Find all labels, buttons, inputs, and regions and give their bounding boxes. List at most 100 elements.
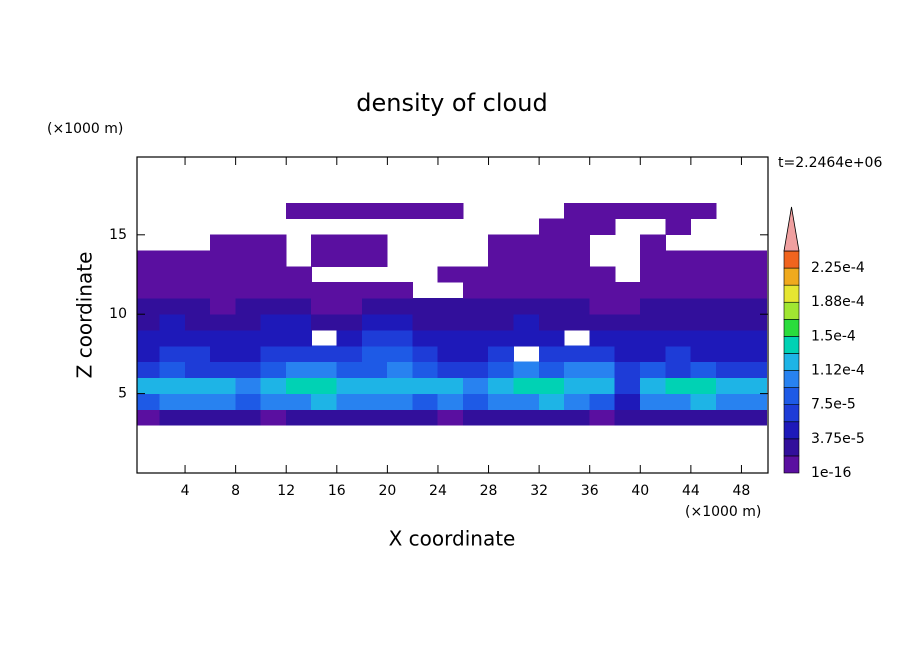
contour-cell: [235, 409, 262, 426]
contour-cell: [513, 409, 540, 426]
contour-cell: [715, 409, 742, 426]
x-tick-label: 12: [277, 483, 295, 499]
contour-cell: [260, 409, 287, 426]
contour-cell: [210, 298, 236, 315]
contour-cell: [285, 409, 312, 426]
contour-cell: [462, 266, 489, 283]
contour-cell: [361, 377, 388, 394]
contour-cell: [690, 409, 717, 426]
contour-cell: [665, 313, 692, 331]
contour-cell: [513, 234, 540, 251]
contour-cell: [639, 266, 666, 283]
contour-cell: [235, 329, 262, 347]
contour-cell: [614, 361, 641, 379]
contour-cell: [184, 250, 211, 267]
contour-cell: [336, 393, 363, 410]
contour-cell: [311, 361, 338, 379]
contour-cell: [690, 345, 717, 363]
contour-cell: [639, 329, 666, 347]
contour-cell: [690, 393, 717, 410]
contour-cell: [311, 282, 338, 299]
contour-cell: [412, 202, 439, 220]
contour-cell: [137, 393, 161, 410]
contour-cell: [412, 345, 439, 363]
contour-cell: [210, 345, 236, 363]
contour-cell: [184, 329, 211, 347]
x-axis-title: X coordinate: [389, 527, 516, 551]
contour-field: [137, 202, 768, 426]
contour-cell: [614, 282, 641, 299]
contour-cell: [564, 250, 591, 267]
contour-cell: [614, 409, 641, 426]
contour-cell: [387, 298, 413, 315]
contour-cell: [665, 282, 692, 299]
x-tick-label: 4: [181, 483, 190, 499]
colorbar-label: 2.25e-4: [811, 260, 865, 276]
contour-cell: [437, 345, 464, 363]
contour-cell: [235, 266, 262, 283]
contour-cell: [564, 313, 591, 331]
contour-cell: [665, 409, 692, 426]
contour-cell: [336, 282, 363, 299]
contour-cell: [159, 313, 186, 331]
contour-cell: [137, 409, 161, 426]
contour-cell: [589, 298, 616, 315]
contour-cell: [538, 218, 565, 236]
contour-cell: [437, 409, 464, 426]
contour-cell: [311, 313, 338, 331]
contour-cell: [260, 266, 287, 283]
contour-cell: [285, 345, 312, 363]
contour-cell: [741, 393, 768, 410]
x-tick-label: 16: [328, 483, 346, 499]
contour-cell: [614, 393, 641, 410]
contour-cell: [387, 202, 413, 220]
contour-cell: [311, 234, 338, 251]
chart-title: density of cloud: [356, 89, 547, 117]
contour-cell: [639, 409, 666, 426]
contour-cell: [184, 298, 211, 315]
contour-cell: [665, 393, 692, 410]
contour-cell: [513, 250, 540, 267]
contour-cell: [488, 393, 515, 410]
contour-cell: [336, 234, 363, 251]
contour-cell: [665, 250, 692, 267]
contour-cell: [159, 377, 186, 394]
x-tick-label: 44: [682, 483, 700, 499]
contour-cell: [513, 266, 540, 283]
contour-cell: [361, 393, 388, 410]
contour-cell: [336, 361, 363, 379]
contour-cell: [412, 298, 439, 315]
colorbar-band: [783, 319, 800, 337]
contour-cell: [462, 345, 489, 363]
contour-cell: [564, 234, 591, 251]
contour-cell: [665, 377, 692, 394]
contour-cell: [437, 377, 464, 394]
contour-cell: [210, 313, 236, 331]
colorbar-band: [783, 387, 800, 405]
contour-cell: [639, 345, 666, 363]
contour-cell: [564, 266, 591, 283]
contour-cell: [690, 329, 717, 347]
contour-cell: [412, 329, 439, 347]
contour-cell: [235, 250, 262, 267]
y-tick-label: 15: [109, 227, 127, 243]
contour-cell: [564, 298, 591, 315]
contour-cell: [159, 298, 186, 315]
contour-cell: [285, 329, 312, 347]
contour-cell: [260, 361, 287, 379]
contour-cell: [614, 298, 641, 315]
contour-cell: [715, 329, 742, 347]
colorbar-label: 1.5e-4: [811, 328, 856, 344]
contour-cell: [564, 202, 591, 220]
contour-cell: [690, 282, 717, 299]
contour-cell: [538, 393, 565, 410]
contour-cell: [614, 345, 641, 363]
contour-cell: [715, 377, 742, 394]
contour-cell: [137, 329, 161, 347]
contour-cell: [488, 377, 515, 394]
contour-cell: [437, 298, 464, 315]
contour-cell: [589, 377, 616, 394]
contour-cell: [665, 298, 692, 315]
contour-cell: [235, 234, 262, 251]
